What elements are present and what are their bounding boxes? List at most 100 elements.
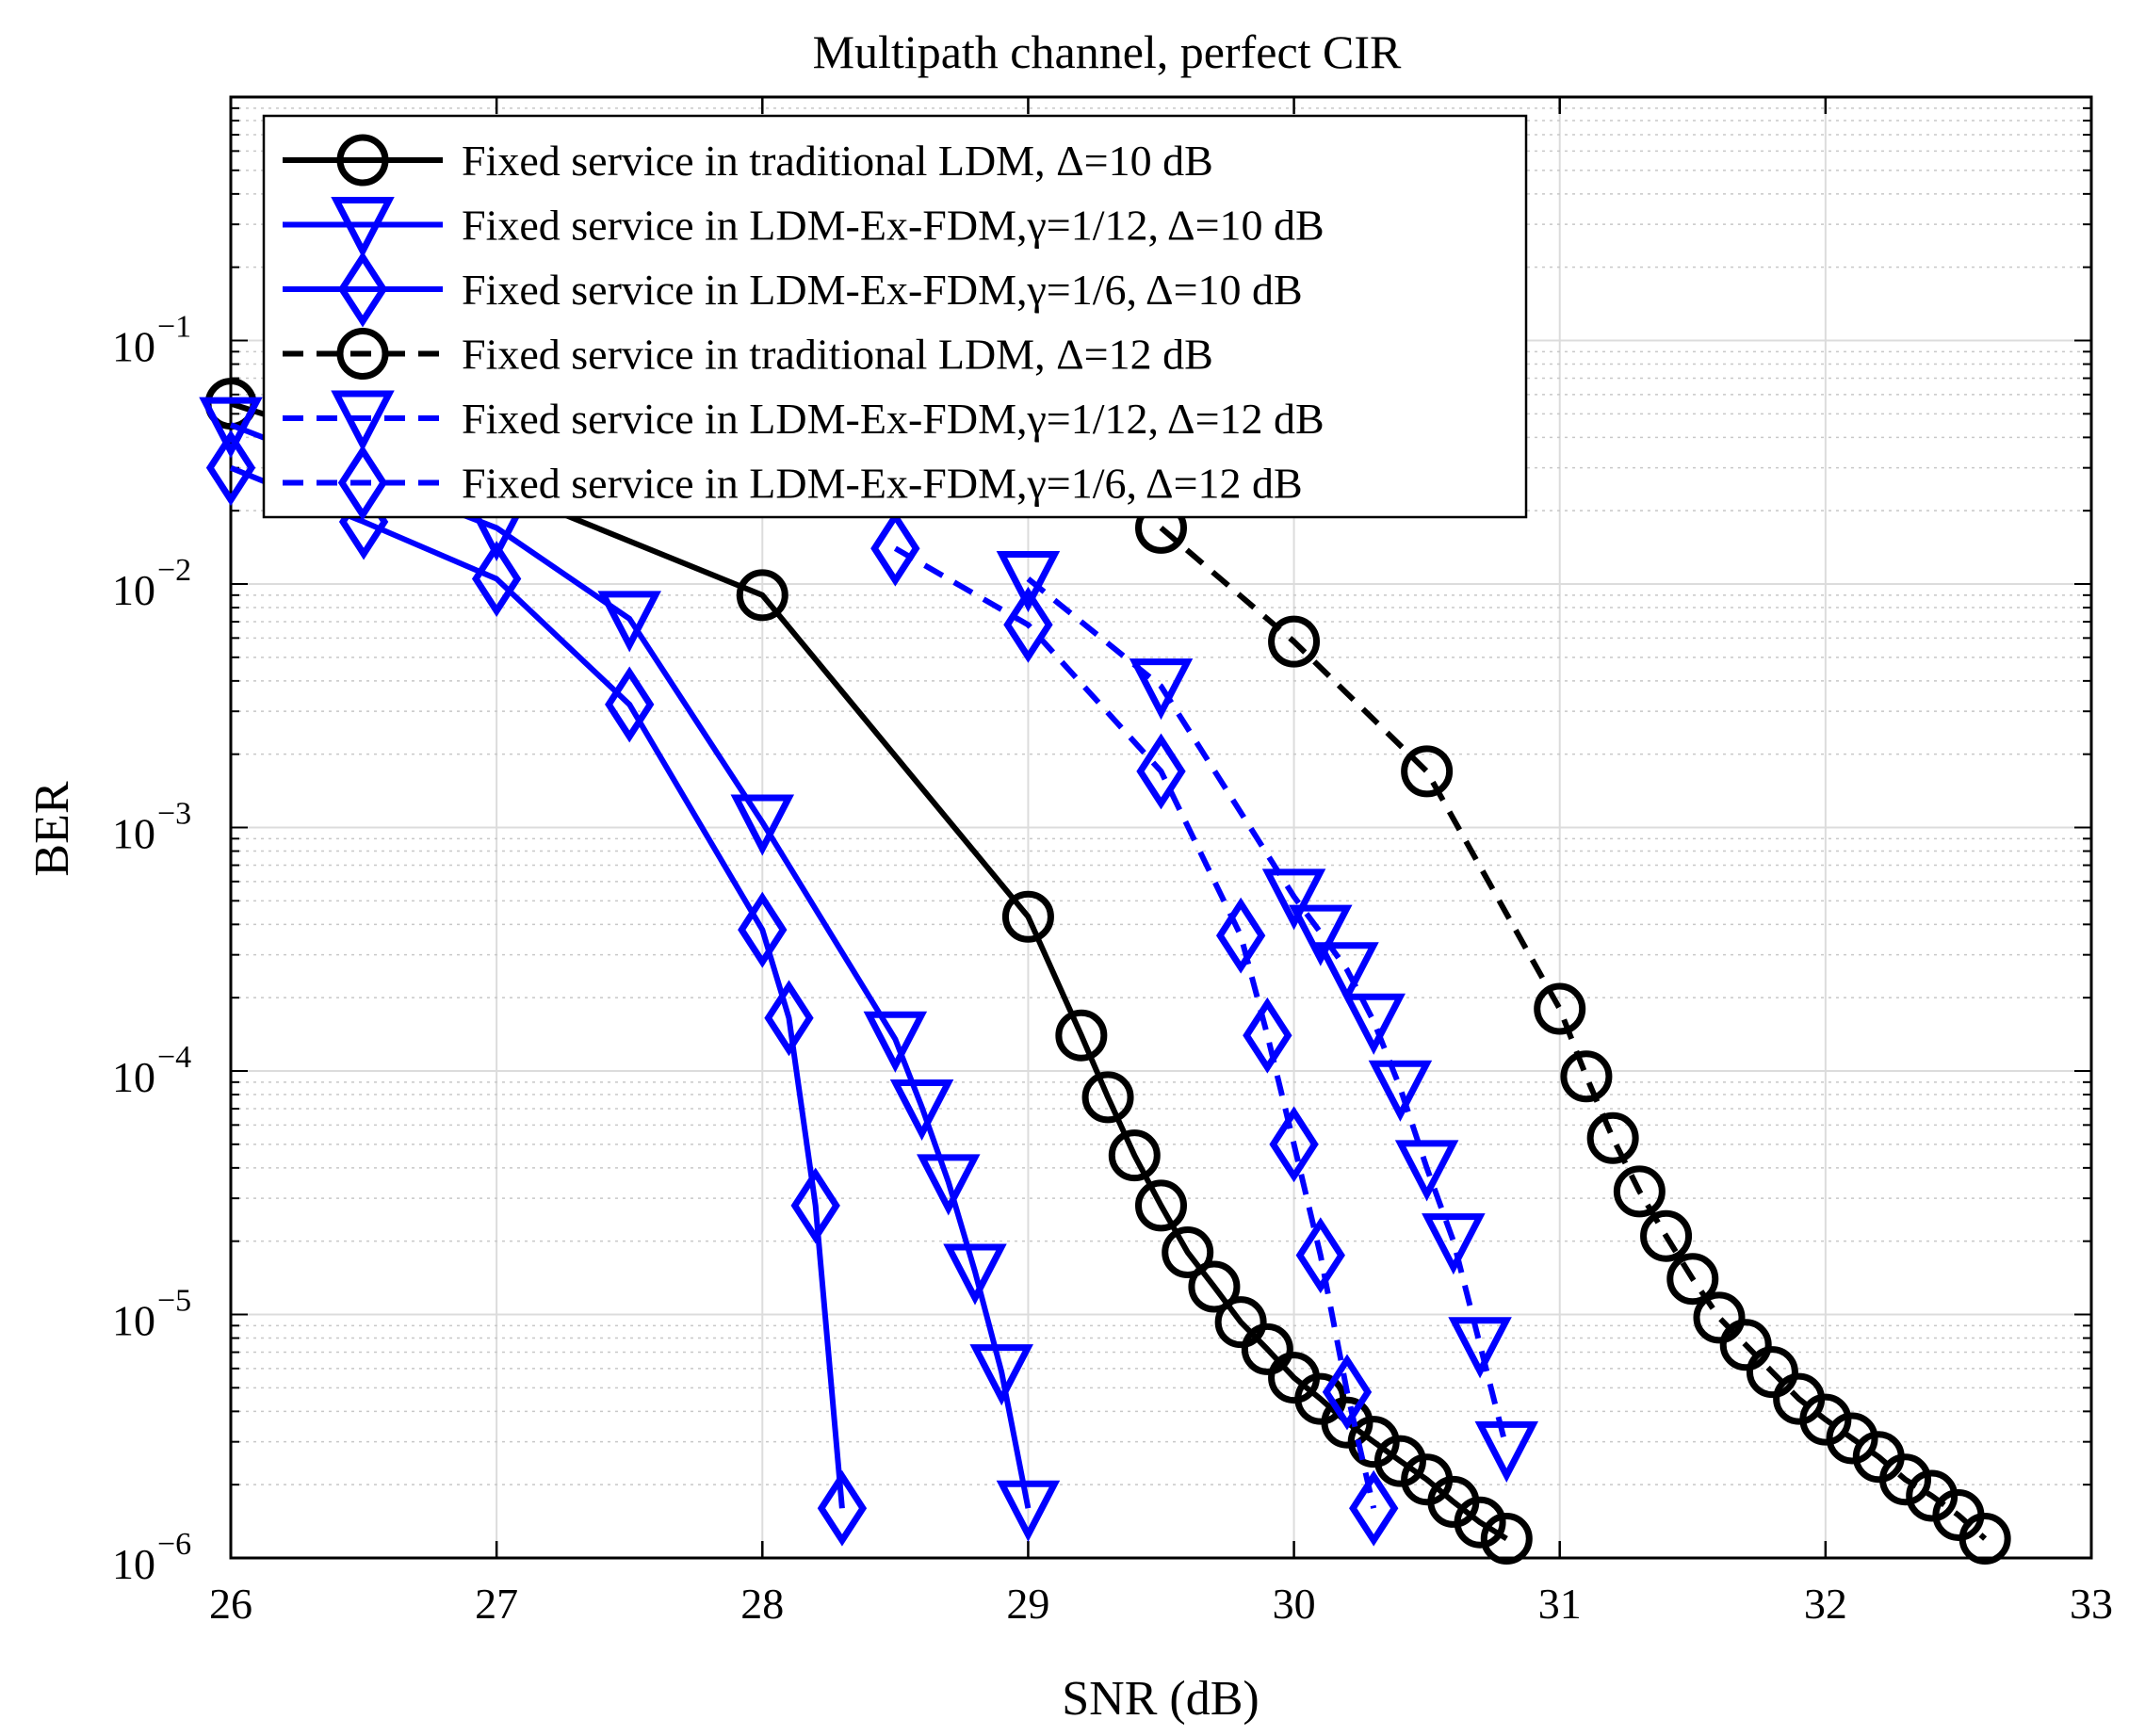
series-4-marker: [1746, 1346, 1798, 1399]
legend-marker-6: [337, 445, 388, 521]
series-3-marker: [205, 430, 256, 507]
series-6: [870, 510, 1399, 1547]
series-5-marker: [1422, 1213, 1486, 1275]
legend: Fixed service in traditional LDM, Δ=10 d…: [262, 114, 1528, 521]
series-3-marker: [790, 1167, 840, 1244]
legend-label-3: Fixed service in LDM-Ex-FDM,γ=1/6, Δ=10 …: [462, 266, 1303, 314]
series-2-marker: [943, 1243, 1007, 1306]
series-1-marker: [1373, 1435, 1426, 1487]
y-tick-label-base: 10: [112, 566, 155, 614]
y-tick-label-base: 10: [112, 1540, 155, 1588]
series-4-marker: [1799, 1393, 1852, 1446]
series-6-marker: [1322, 1354, 1373, 1431]
y-tick-label-exponent: −4: [157, 1040, 191, 1075]
series-4-marker: [1666, 1253, 1719, 1306]
series-3-marker: [817, 1469, 868, 1547]
legend-box: [262, 114, 1528, 519]
series-4-marker: [1268, 615, 1321, 668]
series-6-marker: [1295, 1217, 1345, 1294]
y-tick-label-exponent: −2: [157, 553, 191, 588]
series-5-marker: [1448, 1317, 1512, 1379]
series-5: [996, 551, 1539, 1484]
x-axis-label: SNR (dB): [1062, 1672, 1259, 1726]
y-tick-label-exponent: −6: [157, 1527, 191, 1562]
series-2-marker: [199, 397, 263, 459]
axis-ticks: [229, 97, 2093, 1559]
series-3-marker: [764, 980, 814, 1057]
series-3-marker: [738, 891, 788, 968]
legend-label-6: Fixed service in LDM-Ex-FDM,γ=1/6, Δ=12 …: [462, 460, 1303, 508]
series-6-marker: [1003, 586, 1053, 663]
legend-label-1: Fixed service in traditional LDM, Δ=10 d…: [462, 137, 1213, 185]
series-2-marker: [863, 1011, 928, 1073]
series-2-marker: [730, 794, 795, 856]
x-tick-label: 27: [475, 1580, 518, 1628]
series-4-marker: [1586, 1111, 1639, 1164]
legend-label-2: Fixed service in LDM-Ex-FDM,γ=1/12, Δ=10…: [462, 202, 1325, 250]
series-6-marker: [1349, 1469, 1399, 1547]
series-4-marker: [1719, 1319, 1772, 1371]
series-6-marker: [1269, 1106, 1319, 1183]
series-5-marker: [1261, 868, 1326, 931]
series-5-marker: [1289, 904, 1353, 966]
series-3-marker: [605, 666, 655, 743]
series-5-marker: [1368, 1060, 1433, 1122]
legend-label-5: Fixed service in LDM-Ex-FDM,γ=1/12, Δ=12…: [462, 395, 1325, 443]
y-tick-label-base: 10: [112, 1297, 155, 1345]
series-5-marker: [1129, 658, 1194, 721]
x-tick-label: 31: [1538, 1580, 1582, 1628]
series-1-marker: [1188, 1260, 1241, 1313]
x-tick-label: 28: [740, 1580, 784, 1628]
series-5-marker: [1394, 1140, 1459, 1202]
series-6-marker: [1215, 897, 1266, 974]
series-4-marker: [1534, 982, 1586, 1035]
series-1-marker: [1108, 1129, 1161, 1182]
series-6-marker: [1136, 733, 1186, 810]
x-tick-label: 32: [1804, 1580, 1847, 1628]
y-tick-label-base: 10: [112, 323, 155, 371]
y-tick-label-base: 10: [112, 1053, 155, 1101]
legend-marker-5: [331, 390, 395, 452]
series-6-marker: [870, 510, 920, 587]
series-4-marker: [1613, 1165, 1666, 1218]
series-4-marker: [1958, 1513, 2011, 1566]
y-tick-labels: 10−610−510−410−310−210−1: [112, 310, 191, 1589]
series-5-marker: [1315, 942, 1379, 1004]
series-2-marker: [597, 591, 661, 653]
series-1-marker: [1081, 1071, 1134, 1124]
y-tick-label-exponent: −3: [157, 797, 191, 832]
series-1-marker: [1055, 1009, 1108, 1062]
series-4-marker: [1401, 745, 1454, 798]
y-axis-label: BER: [25, 781, 79, 876]
series-layer: [199, 378, 2011, 1566]
series-4-marker: [1560, 1050, 1613, 1103]
series-3: [205, 430, 868, 1547]
series-1-marker: [1480, 1513, 1533, 1566]
series-5-marker: [1474, 1420, 1539, 1484]
y-tick-label-exponent: −5: [157, 1284, 191, 1319]
series-3-marker: [471, 541, 522, 617]
series-1-marker: [1454, 1496, 1506, 1549]
series-2-line: [229, 422, 1032, 1509]
x-tick-label: 26: [209, 1580, 252, 1628]
series-5-marker: [1341, 993, 1406, 1055]
series-1-marker: [736, 569, 788, 622]
series-5-marker: [996, 551, 1061, 613]
series-4-marker: [1693, 1291, 1746, 1344]
series-6-line: [893, 545, 1377, 1509]
legend-marker-3: [337, 251, 388, 328]
series-6-marker: [1243, 997, 1292, 1074]
series-1-marker: [1001, 890, 1054, 943]
legend-marker-4: [336, 328, 389, 380]
series-4-marker: [1879, 1453, 1931, 1506]
x-tick-label: 33: [2070, 1580, 2113, 1628]
series-2-marker: [917, 1154, 981, 1216]
x-tick-labels: 26 27 28 29 30 31 32 33: [209, 1580, 2113, 1628]
series-1-marker: [1135, 1179, 1187, 1232]
y-tick-label-exponent: −1: [157, 310, 191, 345]
legend-label-4: Fixed service in traditional LDM, Δ=12 d…: [462, 331, 1213, 379]
series-4-marker: [1640, 1209, 1693, 1262]
series-4-marker: [1826, 1412, 1878, 1465]
chart-title: Multipath channel, perfect CIR: [813, 25, 1402, 78]
